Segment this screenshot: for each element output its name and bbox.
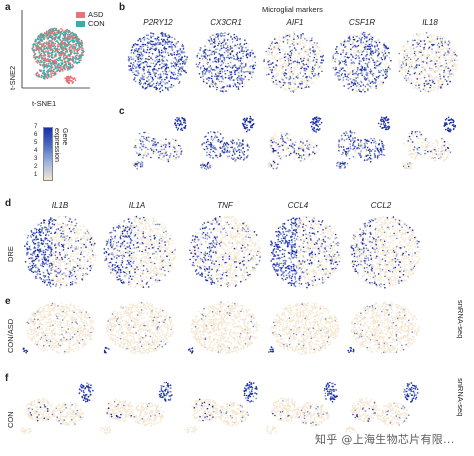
panel-f-letter: f [5, 373, 9, 384]
colorbar-tick: 5 [34, 140, 38, 146]
colorbar-tick: 7 [34, 124, 38, 130]
panel-e-letter: e [5, 296, 11, 307]
panel-b-title: Microglial markers [262, 5, 323, 14]
gene-label: IL1B [51, 201, 69, 210]
colorbar [43, 127, 53, 181]
panel-a-tsne [21, 10, 90, 89]
gene-label: TNF [217, 201, 233, 210]
gene-label: CSF1R [348, 18, 376, 27]
colorbar-tick: 1 [34, 172, 38, 178]
legend-con: CON [76, 19, 105, 28]
colorbar-tick: 4 [34, 148, 38, 154]
gene-label: IL1A [128, 201, 146, 210]
gene-label: IL18 [422, 18, 438, 27]
legend-asd: ASD [76, 10, 105, 19]
gene-label: CX3CR1 [210, 18, 242, 27]
panel-a-xaxis: t-SNE1 [32, 99, 57, 108]
colorbar-tick: 6 [34, 132, 38, 138]
gene-label: AIF1 [286, 18, 304, 27]
colorbar-tick: 2 [34, 164, 38, 170]
colorbar-ticks: 7 6 5 4 3 2 1 [34, 124, 42, 184]
gene-label: CCL4 [287, 201, 309, 210]
panel-b-letter: b [119, 2, 126, 13]
panel-a-legend: ASD CON [76, 10, 105, 28]
gene-label: P2RY12 [143, 18, 173, 27]
panel-a-letter: a [5, 2, 11, 13]
colorbar-tick: 3 [34, 156, 38, 162]
watermark: 知乎 @上海生物芯片有限... [315, 433, 455, 446]
panel-d-letter: d [5, 198, 12, 209]
panel-c-letter: c [119, 106, 125, 117]
gene-label: CCL2 [370, 201, 392, 210]
